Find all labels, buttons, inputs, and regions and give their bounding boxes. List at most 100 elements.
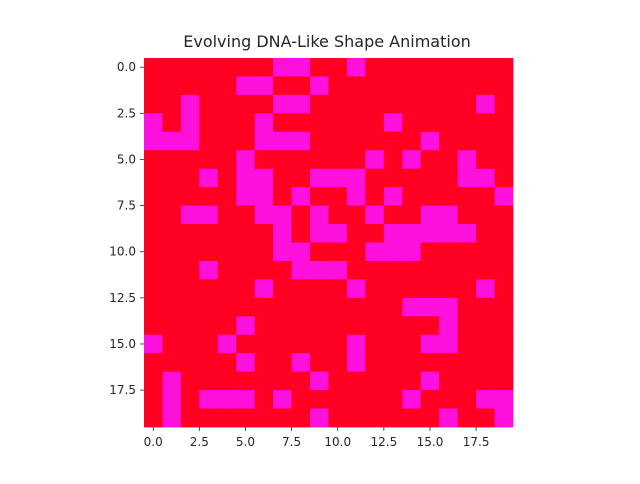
heatmap-cell [180,334,200,354]
heatmap-cell [236,334,256,354]
heatmap-cell [144,316,163,336]
heatmap-cell [254,76,274,96]
heatmap-cell [180,279,200,299]
heatmap-cell [457,58,477,77]
heatmap-cell [476,113,495,133]
heatmap-cell [217,168,237,188]
heatmap-cell [346,205,366,225]
heatmap-cell [199,94,219,114]
heatmap-cell [365,279,385,299]
heatmap-cell [273,371,292,391]
heatmap-cell [346,371,366,391]
heatmap-cell [217,260,237,280]
heatmap-cell [236,131,256,151]
heatmap-cell [439,371,459,391]
heatmap-cell [236,371,256,391]
heatmap-cell [476,94,495,114]
heatmap-cell [383,279,403,299]
heatmap-cell [439,408,459,428]
heatmap-cell [420,279,440,299]
heatmap-cell [254,334,274,354]
heatmap-cell [420,58,440,77]
heatmap-cell [236,187,256,206]
heatmap-cell [310,353,329,373]
x-tick-label: 10.0 [324,435,351,449]
heatmap-cell [402,205,422,225]
heatmap-cell [273,224,292,243]
heatmap-cell [402,260,422,280]
heatmap-cell [457,408,477,428]
heatmap-cell [328,113,348,133]
heatmap-cell [217,316,237,336]
heatmap-cell [476,168,495,188]
heatmap-cell [457,242,477,262]
heatmap-cell [217,224,237,243]
heatmap-cell [439,113,459,133]
heatmap-cell [420,168,440,188]
heatmap-cell [402,316,422,336]
heatmap-cell [180,353,200,373]
heatmap-cell [162,279,182,299]
heatmap-cell [199,187,219,206]
heatmap-cell [346,94,366,114]
heatmap-cell [439,187,459,206]
heatmap-cell [199,279,219,299]
heatmap-cell [365,113,385,133]
heatmap-cell [254,408,274,428]
heatmap-cell [217,334,237,354]
heatmap-cell [383,390,403,409]
heatmap-cell [162,150,182,170]
heatmap-cell [273,279,292,299]
heatmap-cell [162,334,182,354]
heatmap-cell [180,316,200,336]
heatmap-cell [180,408,200,428]
heatmap-cell [476,297,495,317]
heatmap-cell [365,94,385,114]
heatmap-cell [217,353,237,373]
heatmap-cell [346,390,366,409]
heatmap-cell [236,297,256,317]
heatmap-cell [457,76,477,96]
heatmap-cell [291,334,311,354]
heatmap-cell [180,260,200,280]
heatmap-cell [328,297,348,317]
heatmap-cell [217,297,237,317]
heatmap-cell [199,260,219,280]
heatmap-cell [273,353,292,373]
heatmap-cell [476,279,495,299]
heatmap-cell [310,316,329,336]
heatmap-cell [144,408,163,428]
heatmap-cell [291,187,311,206]
heatmap-cell [217,390,237,409]
heatmap-cell [310,168,329,188]
heatmap-cell [162,408,182,428]
heatmap-cell [254,316,274,336]
x-tick-label: 7.5 [282,435,301,449]
heatmap-cell [457,113,477,133]
heatmap-cell [144,113,163,133]
heatmap-cell [328,150,348,170]
heatmap-cell [439,58,459,77]
heatmap-cell [328,205,348,225]
heatmap-cell [383,150,403,170]
heatmap-cell [494,168,514,188]
heatmap-cell [494,205,514,225]
heatmap-cell [328,353,348,373]
heatmap-cell [273,94,292,114]
heatmap-cell [365,353,385,373]
heatmap-cell [199,371,219,391]
heatmap-cell [439,334,459,354]
heatmap-cell [402,76,422,96]
heatmap-cell [402,224,422,243]
heatmap-cell [217,205,237,225]
heatmap-cell [162,297,182,317]
y-tick-label: 15.0 [109,337,136,351]
heatmap-cell [162,205,182,225]
heatmap-cell [254,390,274,409]
heatmap-cell [346,260,366,280]
heatmap-cell [383,408,403,428]
heatmap-cell [144,131,163,151]
heatmap-cell [310,279,329,299]
heatmap-cell [383,334,403,354]
